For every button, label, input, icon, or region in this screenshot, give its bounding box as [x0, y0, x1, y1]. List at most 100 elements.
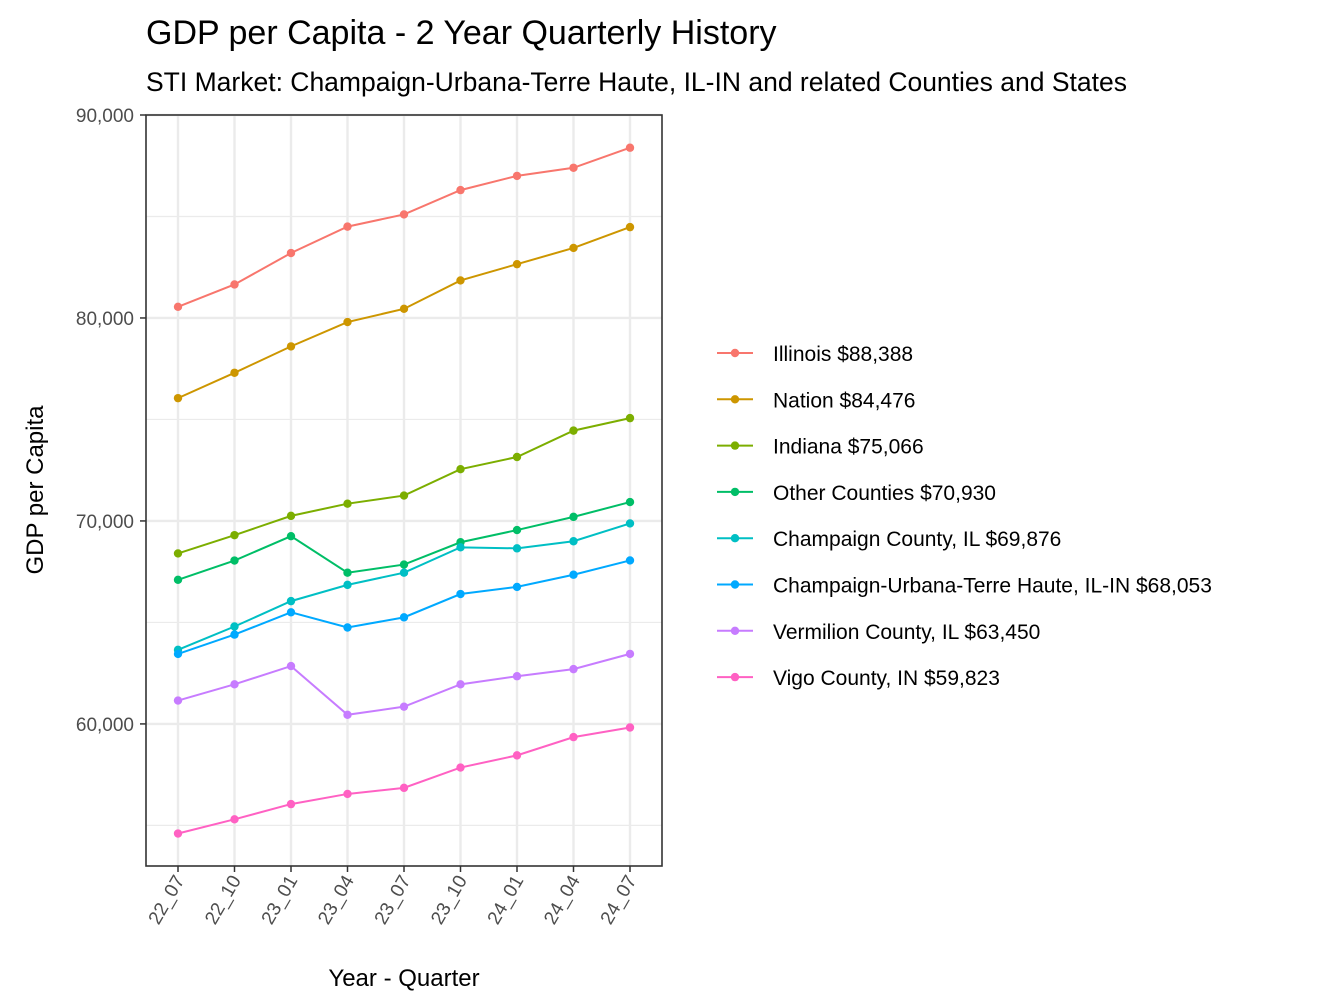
- data-point: [512, 544, 522, 553]
- legend-key-point: [730, 487, 740, 497]
- data-point: [399, 491, 409, 500]
- legend-label: Champaign-Urbana-Terre Haute, IL-IN $68,…: [773, 575, 1212, 598]
- data-point: [173, 829, 183, 838]
- data-point: [456, 185, 465, 195]
- data-point: [399, 702, 409, 711]
- data-point: [456, 589, 465, 599]
- data-point: [456, 763, 465, 772]
- data-point: [625, 723, 635, 732]
- data-point: [173, 696, 183, 705]
- data-point: [230, 622, 239, 631]
- data-point: [512, 259, 522, 269]
- legend-label: Other Counties $70,930: [773, 482, 996, 505]
- data-point: [173, 649, 183, 659]
- data-point: [173, 549, 183, 558]
- data-point: [569, 163, 578, 172]
- data-point: [456, 464, 465, 474]
- data-point: [399, 783, 409, 793]
- plot-panel: 60,000 70,000 80,000 90,000 22_07 22_10 23_01 2…: [76, 106, 663, 929]
- x-tick-label: 24_04: [540, 872, 585, 929]
- data-point: [456, 543, 465, 552]
- x-tick-label: 22_10: [201, 872, 246, 928]
- data-point: [399, 210, 409, 219]
- legend-key-point: [730, 672, 740, 682]
- data-point: [625, 143, 635, 152]
- data-point: [569, 512, 578, 522]
- data-point: [230, 630, 239, 639]
- data-point: [286, 661, 296, 671]
- chart-subtitle: STI Market: Champaign-Urbana-Terre Haute…: [146, 67, 1127, 97]
- data-point: [343, 222, 352, 231]
- x-axis-title: Year - Quarter: [328, 965, 479, 992]
- data-point: [230, 368, 239, 377]
- y-tick-label: 70,000: [76, 512, 134, 533]
- x-tick-label: 23_10: [427, 872, 472, 928]
- data-point: [230, 815, 239, 824]
- data-point: [230, 280, 239, 289]
- legend-label: Nation $84,476: [773, 389, 915, 412]
- data-point: [512, 171, 522, 181]
- data-point: [343, 317, 352, 327]
- data-point: [569, 732, 578, 742]
- data-point: [625, 413, 635, 423]
- data-point: [399, 613, 409, 622]
- data-point: [230, 556, 239, 565]
- data-point: [173, 393, 183, 403]
- y-axis-title: GDP per Capita: [22, 405, 49, 575]
- data-point: [512, 672, 522, 681]
- y-tick-label: 60,000: [76, 715, 134, 736]
- data-point: [343, 623, 352, 632]
- legend-label: Indiana $75,066: [773, 436, 924, 459]
- data-point: [569, 537, 578, 546]
- data-point: [399, 568, 409, 577]
- data-point: [286, 248, 296, 258]
- chart-title: GDP per Capita - 2 Year Quarterly Histor…: [146, 14, 777, 52]
- legend-key-point: [730, 534, 740, 543]
- x-tick-label: 22_07: [145, 872, 190, 928]
- data-point: [286, 596, 296, 606]
- data-point: [343, 568, 352, 577]
- legend-key-point: [730, 348, 740, 358]
- data-point: [399, 304, 409, 314]
- legend: Illinois $88,388 Nation $84,476 Indiana $7…: [717, 343, 1212, 690]
- data-point: [569, 426, 578, 435]
- data-point: [512, 525, 522, 535]
- x-tick-label: 24_07: [597, 872, 642, 928]
- legend-label: Vermilion County, IL $63,450: [773, 621, 1040, 644]
- data-point: [286, 531, 296, 541]
- data-point: [343, 580, 352, 590]
- data-point: [343, 789, 352, 799]
- legend-key-point: [730, 441, 740, 450]
- x-tick-label: 23_07: [371, 872, 416, 928]
- data-point: [625, 497, 635, 507]
- data-point: [343, 710, 352, 719]
- data-point: [512, 582, 522, 592]
- y-tick-label: 90,000: [76, 106, 134, 127]
- data-point: [456, 680, 465, 689]
- data-point: [173, 575, 183, 585]
- data-point: [286, 511, 296, 521]
- data-point: [569, 570, 578, 579]
- data-point: [456, 276, 465, 285]
- data-point: [343, 499, 352, 508]
- y-tick-label: 80,000: [76, 309, 134, 330]
- legend-key-point: [730, 395, 740, 404]
- legend-key-point: [730, 626, 740, 635]
- legend-key-point: [730, 580, 740, 589]
- data-point: [512, 751, 522, 760]
- data-point: [569, 243, 578, 253]
- data-point: [286, 799, 296, 809]
- data-point: [230, 530, 239, 540]
- data-point: [286, 342, 296, 351]
- x-tick-label: 23_01: [258, 872, 303, 928]
- legend-label: Illinois $88,388: [773, 343, 913, 366]
- data-point: [625, 519, 635, 528]
- data-point: [173, 302, 183, 312]
- legend-label: Champaign County, IL $69,876: [773, 528, 1061, 551]
- data-point: [512, 452, 522, 462]
- data-point: [569, 664, 578, 674]
- data-point: [625, 649, 635, 659]
- data-point: [625, 222, 635, 232]
